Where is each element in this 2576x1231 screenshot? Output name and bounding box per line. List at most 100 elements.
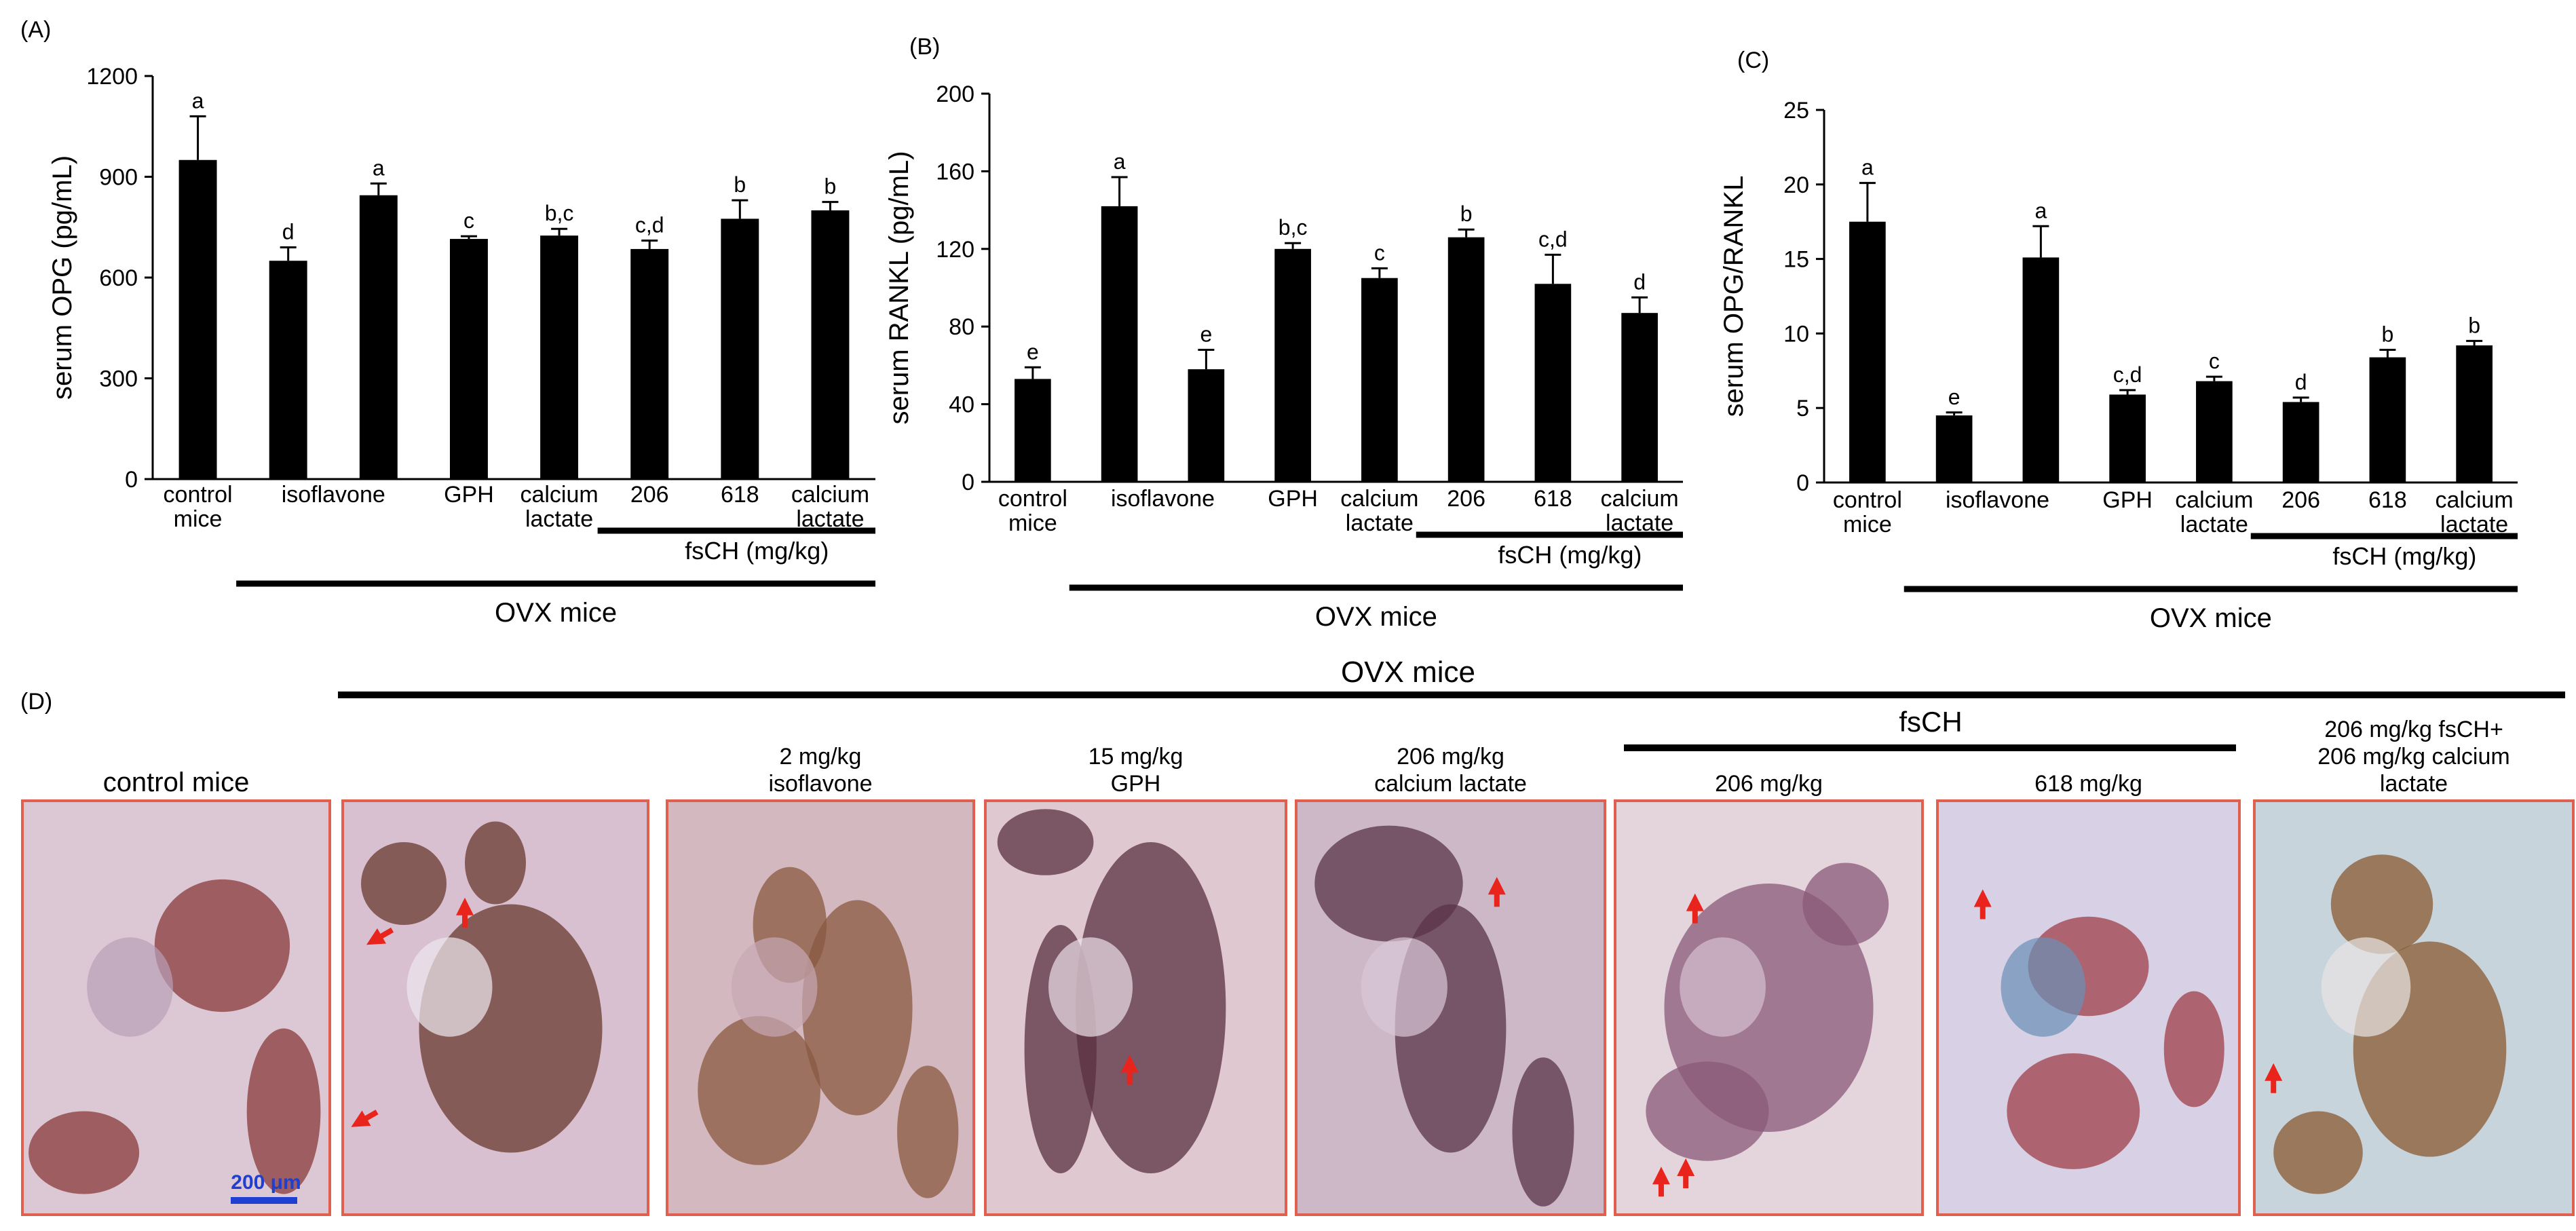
tissue-region bbox=[801, 900, 913, 1116]
category-label: isoflavone bbox=[282, 482, 385, 508]
micrograph-0: control mice bbox=[21, 768, 331, 1216]
bar bbox=[2369, 357, 2406, 482]
significance-letter: b bbox=[734, 172, 746, 197]
micrograph-label: control mice bbox=[103, 768, 250, 797]
micrograph-label: lactate bbox=[2380, 771, 2448, 797]
panel-label: (D) bbox=[20, 689, 52, 715]
tissue-region bbox=[897, 1065, 959, 1198]
micrograph-label: 206 mg/kg bbox=[1397, 744, 1504, 770]
chart-panel-b: (B) 0 40 80 120 160 200 serum RANKL (pg/mL) e a e b… bbox=[884, 34, 1683, 632]
bar bbox=[540, 235, 579, 479]
bar bbox=[1274, 248, 1311, 482]
panel-label: (C) bbox=[1737, 48, 1769, 73]
tissue-region bbox=[1680, 937, 1766, 1037]
micrograph-label: isoflavone bbox=[768, 771, 872, 797]
category-label: 206 bbox=[1447, 486, 1485, 512]
tissue-region bbox=[1048, 937, 1133, 1037]
scale-bar bbox=[231, 1197, 297, 1204]
tissue-region bbox=[1361, 937, 1447, 1037]
tissue-region bbox=[1075, 842, 1226, 1173]
tissue-region bbox=[1314, 825, 1463, 942]
red-arrow-icon bbox=[366, 927, 394, 945]
category-label: mice bbox=[1843, 512, 1892, 537]
red-arrow-icon bbox=[1973, 889, 1992, 920]
tissue-region bbox=[698, 1016, 820, 1165]
category-label: lactate bbox=[1346, 510, 1414, 536]
category-label: control bbox=[164, 482, 233, 508]
micrograph-5: 206 mg/kg bbox=[1614, 771, 1924, 1216]
significance-letter: d bbox=[2295, 370, 2307, 394]
category-label: calcium bbox=[520, 482, 598, 508]
category-label: isoflavone bbox=[1946, 487, 2049, 513]
chart-panel-a: (A) 0 300 600 900 1200 serum OPG (pg/mL) a d a c b,… bbox=[20, 17, 875, 628]
tissue-region bbox=[731, 937, 818, 1037]
fsch-group-label: fsCH (mg/kg) bbox=[1498, 541, 1642, 569]
tissue-region bbox=[2007, 1053, 2140, 1169]
significance-letter: e bbox=[1200, 322, 1212, 347]
panel-label: (B) bbox=[909, 34, 940, 60]
fsch-group-label: fsCH (mg/kg) bbox=[2332, 542, 2476, 570]
y-tick-label: 1200 bbox=[86, 64, 138, 90]
category-label: 618 bbox=[2368, 487, 2407, 513]
red-arrow-icon bbox=[2265, 1063, 2283, 1093]
significance-letter: c,d bbox=[635, 213, 664, 238]
bar bbox=[178, 159, 217, 479]
significance-letter: e bbox=[1948, 385, 1961, 409]
tissue-region bbox=[361, 842, 447, 925]
red-arrow-icon bbox=[351, 1110, 379, 1127]
red-arrow-icon bbox=[1488, 877, 1506, 907]
tissue-region bbox=[2163, 991, 2224, 1107]
significance-letter: c bbox=[463, 208, 474, 233]
category-label: 206 bbox=[630, 482, 669, 508]
tissue-region bbox=[465, 821, 526, 905]
micrograph-6: 618 mg/kg bbox=[1936, 771, 2241, 1216]
red-arrow-shape bbox=[1120, 1055, 1139, 1085]
y-tick-label: 40 bbox=[949, 392, 974, 418]
category-label: control bbox=[1833, 487, 1902, 513]
significance-letter: c,d bbox=[1538, 227, 1568, 251]
category-label: lactate bbox=[2180, 512, 2248, 537]
y-axis-label: serum OPG/RANKL bbox=[1719, 176, 1749, 417]
micrograph-label: 206 mg/kg fsCH+ bbox=[2324, 717, 2503, 742]
y-tick-label: 0 bbox=[125, 467, 138, 493]
bar bbox=[1015, 379, 1051, 482]
bar bbox=[2456, 345, 2493, 482]
category-label: mice bbox=[174, 506, 223, 532]
y-tick-label: 120 bbox=[936, 237, 974, 263]
ovx-group-label: OVX mice bbox=[2150, 603, 2272, 633]
category-label: calcium bbox=[791, 482, 869, 508]
y-tick-label: 0 bbox=[962, 470, 974, 495]
category-label: isoflavone bbox=[1111, 486, 1215, 512]
significance-letter: b bbox=[825, 174, 837, 199]
significance-letter: a bbox=[192, 88, 204, 113]
category-label: GPH bbox=[1268, 486, 1318, 512]
category-label: 618 bbox=[721, 482, 759, 508]
y-tick-label: 25 bbox=[1783, 98, 1809, 124]
y-tick-label: 20 bbox=[1783, 172, 1809, 198]
red-arrow-icon bbox=[1686, 893, 1704, 924]
significance-letter: b,c bbox=[1278, 215, 1308, 240]
category-label: GPH bbox=[444, 482, 494, 508]
chart-panel-c: (C) 0 5 10 15 20 25 serum OPG/RANKL a e a c,d c d b b co… bbox=[1719, 48, 2518, 633]
bar bbox=[2282, 402, 2319, 482]
micrograph-label: calcium lactate bbox=[1374, 771, 1527, 797]
ovx-group-label: OVX mice bbox=[1315, 602, 1437, 632]
y-axis-label: serum OPG (pg/mL) bbox=[48, 155, 77, 400]
significance-letter: b,c bbox=[545, 201, 574, 225]
tissue-region bbox=[87, 937, 173, 1037]
micrograph-label: 15 mg/kg bbox=[1088, 744, 1183, 770]
bar bbox=[1534, 284, 1572, 482]
red-arrow-shape bbox=[2265, 1063, 2283, 1093]
tissue-region bbox=[154, 879, 290, 1012]
scale-bar-label: 200 μm bbox=[231, 1171, 301, 1194]
y-tick-label: 15 bbox=[1783, 247, 1809, 273]
fsch-label: fsCH bbox=[1899, 706, 1962, 738]
red-arrow-shape bbox=[1677, 1158, 1695, 1188]
red-arrow-shape bbox=[1488, 877, 1506, 907]
tissue-region bbox=[2001, 937, 2086, 1037]
category-label: lactate bbox=[525, 506, 593, 532]
